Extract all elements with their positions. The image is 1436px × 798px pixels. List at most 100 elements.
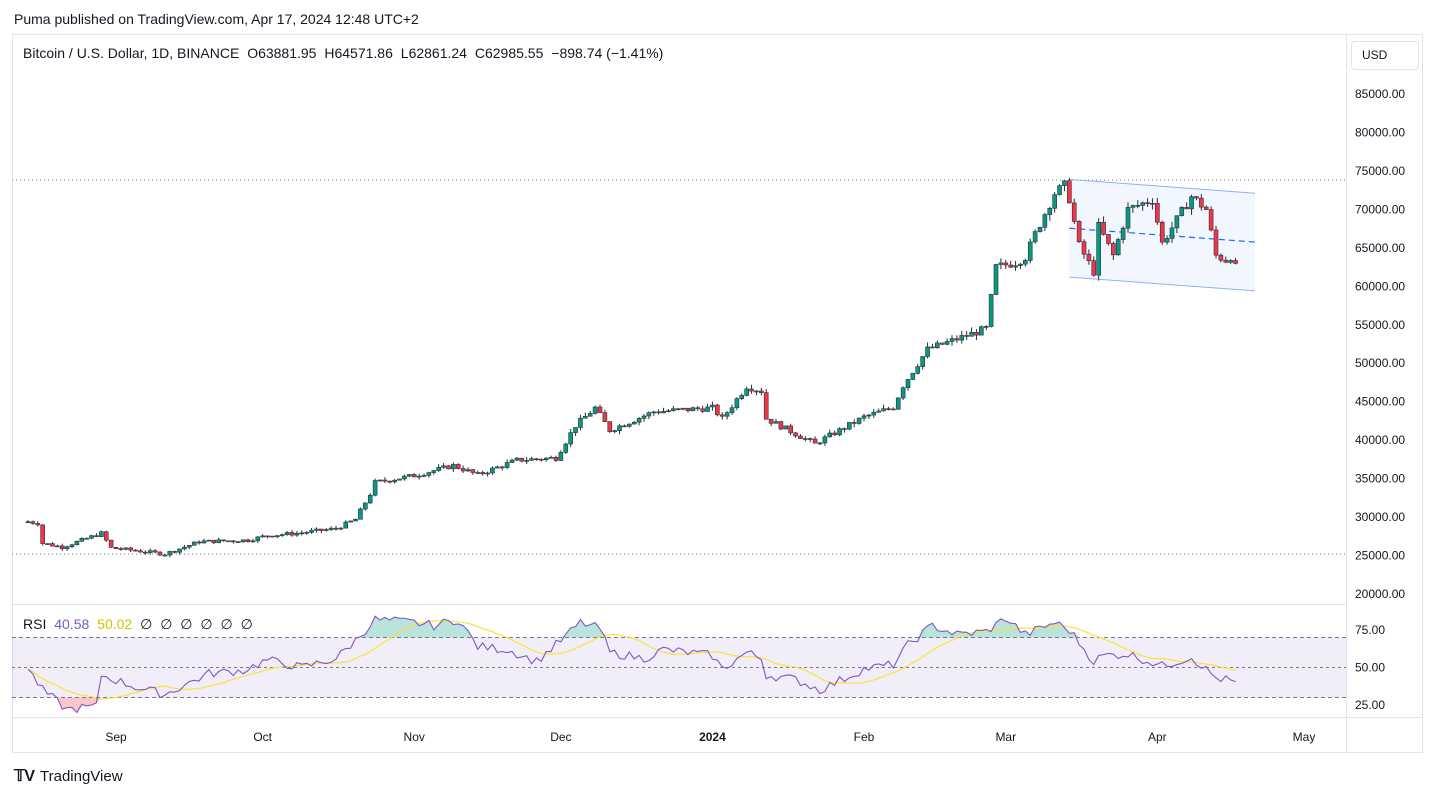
candle-body: [578, 417, 583, 428]
currency-button[interactable]: USD: [1351, 41, 1419, 70]
candle-body: [1081, 241, 1087, 255]
candle-body: [1208, 209, 1214, 231]
candle-body: [617, 425, 622, 431]
candle-body: [1047, 207, 1053, 215]
candle-body: [812, 438, 818, 444]
placeholder-glyph: ∅: [240, 616, 253, 632]
rsi-name[interactable]: RSI: [23, 616, 47, 632]
candle-body: [451, 464, 456, 470]
candle-body: [998, 262, 1004, 265]
price-tick-label: 35000.00: [1355, 472, 1405, 486]
rsi-oversold-fill: [81, 697, 87, 706]
candle-body: [1223, 259, 1229, 263]
candle-body: [534, 458, 539, 460]
candle-body: [866, 414, 872, 417]
candle-body: [631, 421, 637, 425]
candle-body: [1120, 227, 1126, 240]
candle-body: [289, 532, 295, 536]
candle-body: [455, 464, 461, 469]
price-tick-label: 25000.00: [1355, 549, 1405, 563]
time-tick-label: Nov: [404, 730, 425, 744]
rsi-overbought-fill: [399, 618, 405, 638]
candle-body: [719, 414, 725, 417]
candle-body: [622, 425, 627, 428]
candle-body: [416, 475, 422, 478]
candle-body: [1096, 221, 1101, 276]
footer-brand[interactable]: TradingView: [40, 767, 123, 785]
candle-body: [856, 417, 862, 424]
price-tick-label: 70000.00: [1355, 202, 1405, 216]
candle-body: [1032, 231, 1038, 243]
candle-body: [891, 408, 896, 411]
candle-body: [749, 388, 754, 392]
price-tick-label: 40000.00: [1355, 433, 1405, 447]
rsi-tick-label: 75.00: [1355, 623, 1385, 637]
price-axis-separator: [1346, 34, 1347, 753]
candle-body: [294, 532, 300, 536]
candle-body: [1150, 203, 1155, 205]
candle-body: [1169, 227, 1175, 239]
placeholder-glyph: ∅: [140, 616, 153, 632]
candle-body: [612, 430, 617, 432]
candle-body: [275, 535, 280, 538]
pane-separator[interactable]: [12, 604, 1346, 605]
candle-body: [524, 460, 529, 462]
candle-body: [1199, 197, 1204, 208]
candle-body: [993, 264, 999, 295]
footer: 𝕋V TradingView: [14, 766, 123, 786]
rsi-overbought-fill: [419, 623, 424, 638]
candle-body: [25, 521, 31, 523]
candle-body: [1125, 207, 1131, 229]
candle-body: [333, 527, 339, 530]
candle-body: [651, 411, 657, 414]
candle-body: [905, 379, 911, 389]
candle-body: [1135, 205, 1141, 207]
rsi-overbought-fill: [463, 625, 468, 638]
symbol-name[interactable]: Bitcoin / U.S. Dollar, 1D, BINANCE: [23, 45, 240, 61]
candle-body: [387, 480, 393, 483]
candle-body: [221, 539, 226, 542]
candle-body: [710, 404, 715, 408]
candle-body: [788, 425, 793, 434]
candle-body: [196, 541, 202, 544]
candle-body: [1067, 180, 1072, 204]
candle-body: [715, 404, 720, 416]
candle-body: [861, 415, 867, 419]
candle-body: [871, 411, 877, 416]
rsi-overbought-fill: [575, 619, 581, 638]
candle-body: [641, 415, 647, 419]
candle-body: [323, 529, 329, 531]
candle-body: [837, 428, 842, 436]
candle-body: [367, 494, 373, 504]
candle-body: [954, 338, 960, 341]
candle-body: [392, 479, 397, 483]
candle-body: [157, 551, 163, 556]
candle-body: [680, 407, 686, 410]
price-tick-label: 65000.00: [1355, 241, 1405, 255]
rsi-ma-value: 50.02: [97, 616, 133, 632]
candle-body: [1213, 229, 1219, 256]
time-tick-label: Sep: [105, 730, 127, 744]
candle-body: [30, 521, 36, 524]
candle-body: [231, 540, 236, 543]
rsi-overbought-fill: [604, 636, 610, 638]
candle-body: [55, 545, 60, 548]
candle-body: [240, 539, 246, 543]
candle-body: [402, 475, 407, 480]
rsi-line: [27, 615, 1236, 714]
rsi-overbought-fill: [433, 624, 439, 638]
rsi-overbought-fill: [1000, 618, 1006, 638]
candle-body: [915, 366, 921, 374]
time-tick-label: Mar: [995, 730, 1016, 744]
rsi-overbought-fill: [389, 617, 395, 638]
candle-body: [84, 537, 89, 540]
placeholder-glyph: ∅: [220, 616, 233, 632]
price-tick-label: 20000.00: [1355, 587, 1405, 601]
candle-body: [783, 425, 789, 430]
open-value: O63881.95: [247, 45, 317, 61]
tradingview-logo-icon[interactable]: 𝕋V: [14, 768, 35, 785]
candle-body: [1155, 203, 1160, 223]
candle-body: [1027, 241, 1033, 261]
candle-body: [103, 531, 109, 541]
